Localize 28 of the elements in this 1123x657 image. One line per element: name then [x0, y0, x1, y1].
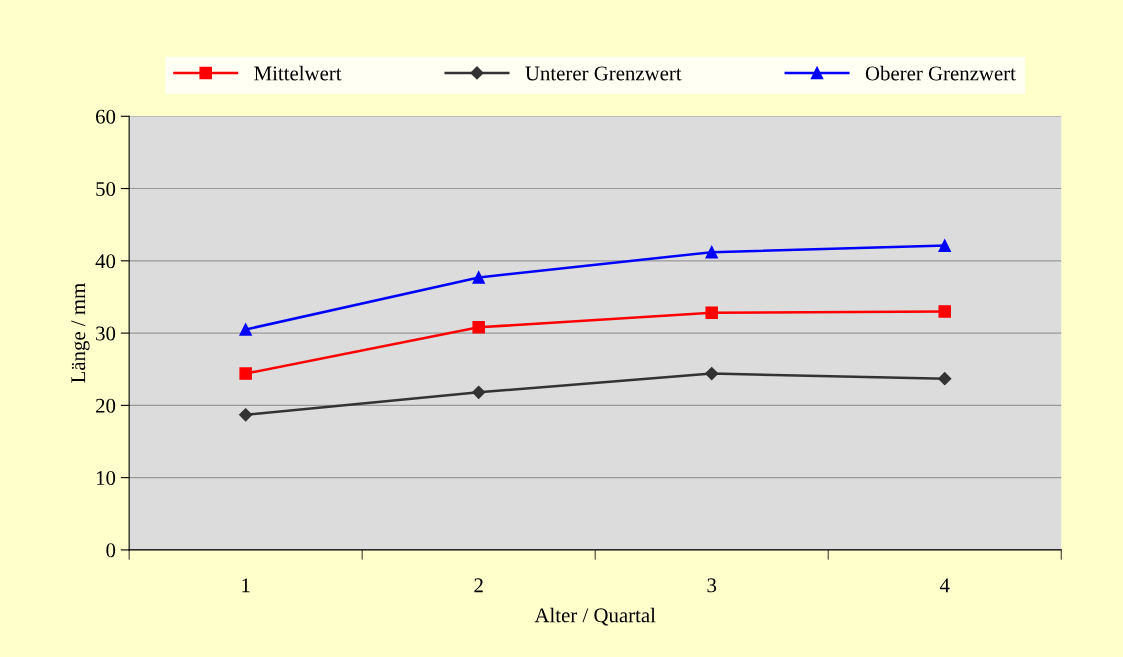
y-tick-label: 60 [96, 109, 116, 124]
point [938, 372, 952, 386]
y-tick-label: 40 [95, 254, 116, 269]
x-tick-label: 3 [707, 578, 717, 593]
point [705, 366, 719, 381]
point [472, 271, 485, 284]
point [938, 239, 951, 252]
y-tick-label: 20 [96, 398, 116, 413]
point [705, 306, 718, 320]
x-tick-label: 1 [242, 578, 250, 593]
y-tick-label: 30 [96, 326, 116, 341]
y-axis-title: Länge / mm [71, 283, 90, 383]
point [472, 321, 485, 334]
point [239, 408, 253, 422]
x-tick-label: 2 [474, 578, 483, 593]
legend-label: Mittelwert [254, 65, 342, 81]
legend-label: Unterer Grenzwert [525, 66, 682, 81]
y-tick-label: 50 [96, 181, 116, 196]
point [938, 305, 951, 318]
x-axis-title: Alter / Quartal [534, 607, 656, 626]
point [472, 385, 486, 399]
point [705, 245, 718, 259]
legend-label: Oberer Grenzwert [865, 65, 1016, 81]
x-tick-label: 4 [939, 578, 950, 593]
point [239, 323, 252, 336]
y-tick-label: 10 [96, 471, 116, 486]
y-tick-label: 0 [106, 543, 116, 558]
point [239, 367, 252, 380]
